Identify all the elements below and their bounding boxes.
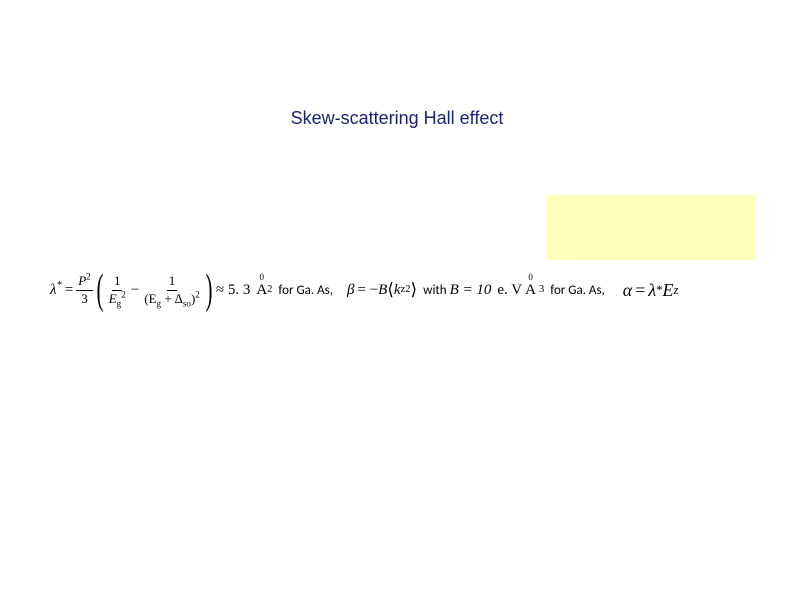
- ev-unit: e. V: [497, 282, 522, 299]
- p-sup: 2: [86, 272, 91, 282]
- b-var: B: [378, 282, 387, 299]
- bracket-close: ): [205, 269, 212, 311]
- den-3: 3: [79, 291, 90, 306]
- lambda-sym-2: λ: [648, 280, 656, 301]
- lambda-sup: *: [57, 280, 62, 291]
- angstrom-1: A: [256, 282, 267, 299]
- equals-1: =: [65, 282, 73, 299]
- beta-formula: β = − B ⟨kz2⟩ with B = 10 e. V A 3 for G…: [347, 280, 605, 300]
- ez-var: E: [662, 280, 673, 301]
- angstrom-2: A: [525, 282, 536, 299]
- angle-l: ⟨: [387, 280, 394, 300]
- bracket-open: (: [96, 269, 103, 311]
- kz-var: k: [394, 282, 401, 299]
- minus-sym: −: [131, 282, 139, 299]
- eq-neg: = −: [357, 282, 378, 299]
- approx-val: ≈ 5. 3: [216, 282, 250, 299]
- num-1b: 1: [167, 274, 178, 290]
- eg-sub: g: [117, 298, 122, 308]
- angle-r: ⟩: [411, 280, 418, 300]
- page-title: Skew-scattering Hall effect: [0, 108, 794, 129]
- num-1a: 1: [112, 274, 123, 290]
- gaas-label-1: for Ga. As,: [278, 283, 333, 298]
- eg-var: E: [109, 291, 117, 306]
- beta-sym: β: [347, 282, 354, 299]
- alpha-sym: α: [623, 280, 632, 301]
- p-var: P: [78, 273, 86, 288]
- so-sub: so: [183, 298, 191, 308]
- lambda-formula: λ* = P2 3 ( 1 Eg2 − 1 (Eg + ∆so)2 ) ≈ 5.…: [50, 269, 333, 311]
- formula-row: λ* = P2 3 ( 1 Eg2 − 1 (Eg + ∆so)2 ) ≈ 5.…: [50, 260, 770, 320]
- gaas-label-2: for Ga. As,: [550, 283, 605, 298]
- den-sup2: 2: [195, 289, 200, 299]
- highlight-box: [546, 195, 755, 260]
- eg-sup: 2: [121, 289, 126, 299]
- plus-delta: + ∆: [161, 291, 183, 306]
- equals-3: =: [635, 280, 645, 301]
- b-eq-10: B = 10: [450, 282, 492, 299]
- paren-l: (E: [144, 291, 156, 306]
- with-label: with: [423, 283, 446, 298]
- alpha-formula: α = λ* Ez: [623, 280, 679, 301]
